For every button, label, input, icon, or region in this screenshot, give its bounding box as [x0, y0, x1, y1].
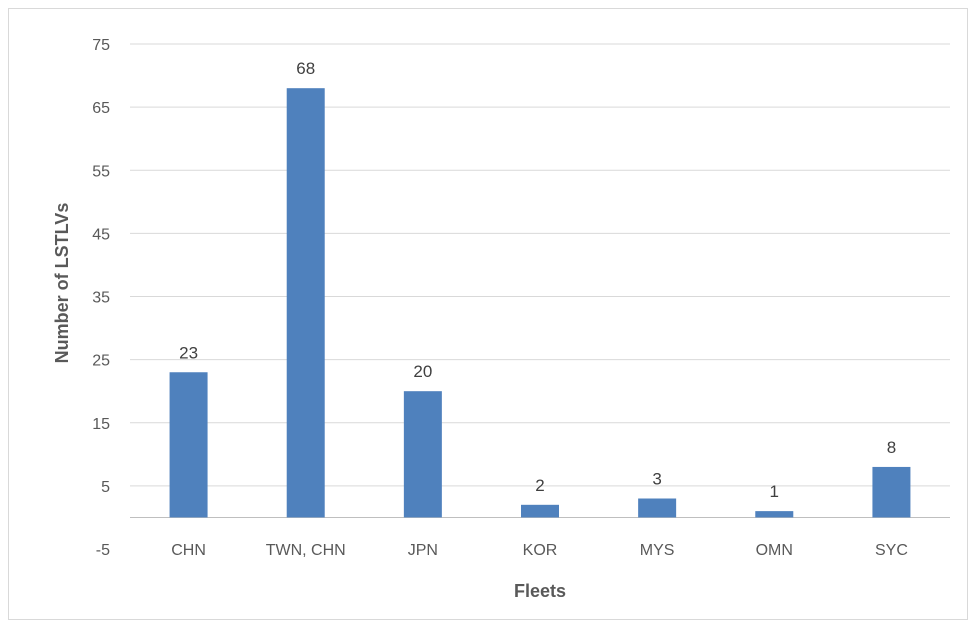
- y-tick-label: 45: [92, 226, 110, 243]
- x-tick-label: CHN: [171, 542, 206, 559]
- x-tick-label: MYS: [640, 542, 675, 559]
- bar-kor: [521, 504, 559, 518]
- data-label: 2: [535, 476, 544, 495]
- y-tick-label: 55: [92, 163, 110, 180]
- y-tick-label: 35: [92, 290, 110, 307]
- gridlines: [130, 43, 950, 518]
- bar-twn-chn: [286, 88, 325, 518]
- bar-chn: [169, 372, 208, 518]
- x-axis-title: Fleets: [514, 581, 566, 601]
- x-tick-label: KOR: [523, 542, 558, 559]
- data-label: 68: [296, 59, 315, 78]
- bars: [169, 88, 911, 518]
- data-label: 20: [413, 362, 432, 381]
- x-axis-ticks: CHN TWN, CHN JPN KOR MYS OMN SYC: [171, 542, 908, 559]
- y-axis-title: Number of LSTLVs: [52, 203, 72, 364]
- y-tick-label: -5: [96, 542, 110, 559]
- data-label: 8: [887, 438, 896, 457]
- data-label: 3: [652, 470, 661, 489]
- bar-omn: [755, 511, 794, 518]
- bar-jpn: [403, 391, 442, 518]
- bar-mys: [638, 498, 677, 518]
- x-tick-label: OMN: [756, 542, 793, 559]
- bar-syc: [872, 466, 911, 518]
- y-tick-label: 65: [92, 100, 110, 117]
- x-tick-label: TWN, CHN: [266, 542, 346, 559]
- chart-frame: [8, 8, 968, 620]
- x-tick-label: JPN: [408, 542, 438, 559]
- data-label: 23: [179, 343, 198, 362]
- y-axis-ticks: -5 5 15 25 35 45 55 65 75: [92, 37, 110, 559]
- y-tick-label: 5: [101, 479, 110, 496]
- y-tick-label: 25: [92, 353, 110, 370]
- y-tick-label: 15: [92, 416, 110, 433]
- x-tick-label: SYC: [875, 542, 908, 559]
- y-tick-label: 75: [92, 37, 110, 54]
- data-label: 1: [770, 482, 779, 501]
